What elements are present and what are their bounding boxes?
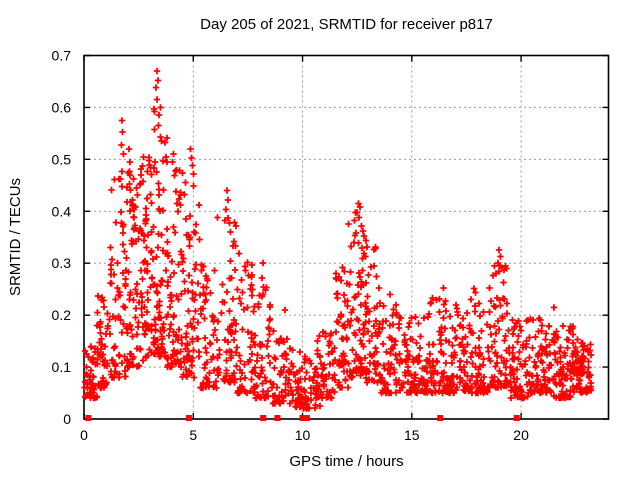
y-tick-label-0.6: 0.6 (52, 99, 72, 115)
x-tick-label-5: 5 (189, 427, 197, 443)
y-tick-label-0.1: 0.1 (52, 359, 72, 375)
x-axis-label: GPS time / hours (289, 453, 404, 470)
zero-marker (185, 415, 192, 421)
y-tick-label-0.2: 0.2 (52, 307, 72, 323)
x-tick-label-20: 20 (513, 427, 529, 443)
y-tick-label-0.4: 0.4 (52, 203, 72, 219)
y-tick-label-0: 0 (63, 411, 71, 427)
y-tick-label-0.3: 0.3 (52, 255, 72, 271)
x-tick-label-10: 10 (295, 427, 311, 443)
zero-marker (85, 415, 92, 421)
zero-marker (274, 415, 281, 421)
y-tick-label-0.7: 0.7 (52, 48, 72, 64)
axis-ticks (83, 54, 609, 420)
zero-marker (260, 415, 267, 421)
zero-marker (513, 415, 520, 421)
y-tick-label-0.5: 0.5 (52, 151, 72, 167)
x-tick-label-15: 15 (404, 427, 420, 443)
zero-marker (437, 415, 444, 421)
x-tick-label-0: 0 (80, 427, 88, 443)
plot-border (83, 54, 610, 420)
zero-marker (303, 415, 310, 421)
scatter-points (81, 67, 595, 412)
chart-title: Day 205 of 2021, SRMTID for receiver p81… (200, 16, 493, 33)
